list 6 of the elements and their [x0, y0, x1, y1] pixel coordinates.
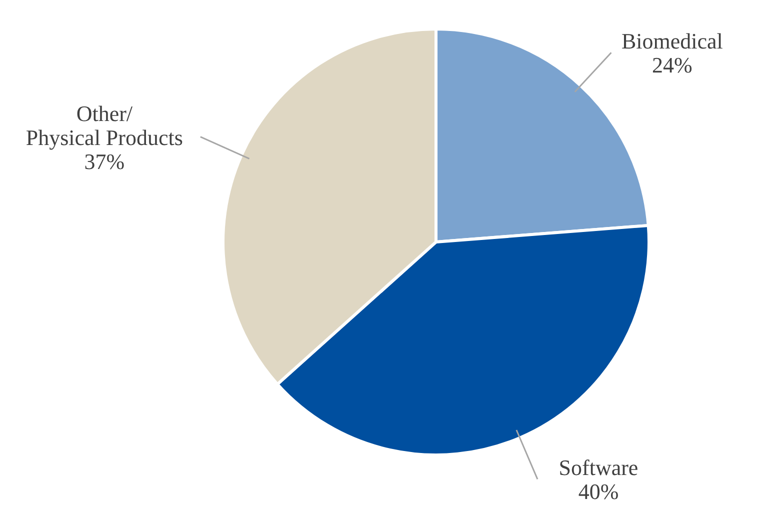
slice-label: Software — [558, 455, 638, 480]
data-label: 37% — [84, 148, 125, 174]
data-label: 24% — [652, 52, 692, 78]
slice-label: Biomedical — [621, 28, 723, 54]
data-label: 40% — [578, 479, 619, 504]
slice-label: Other/ Physical Products — [26, 100, 183, 150]
